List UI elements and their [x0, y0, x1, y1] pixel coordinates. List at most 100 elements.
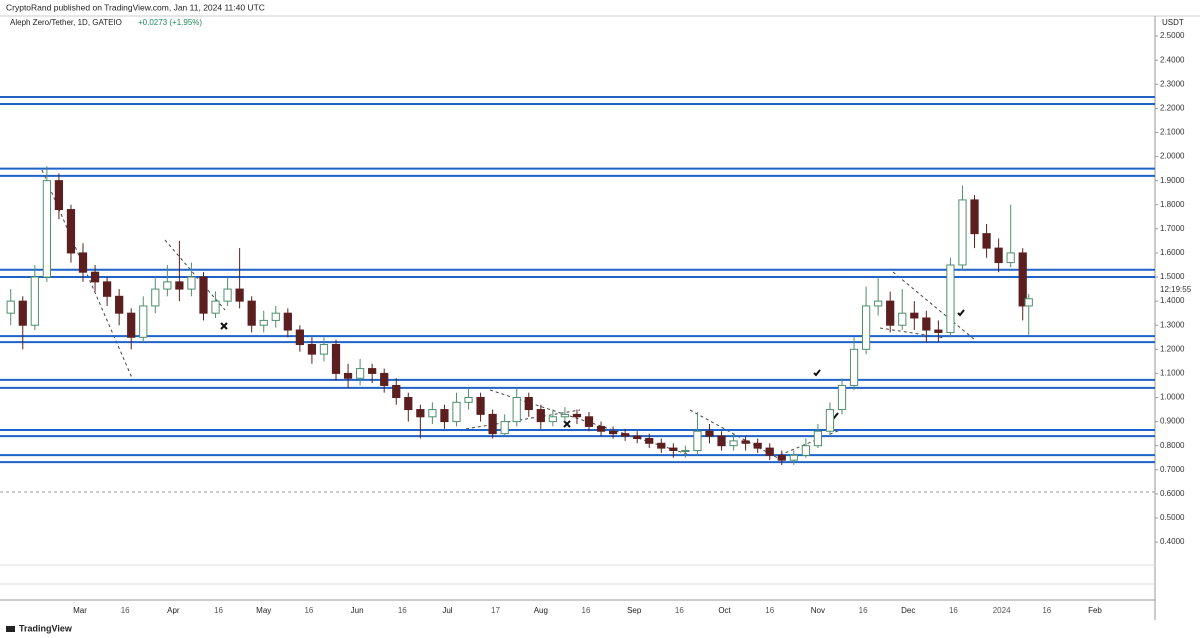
candle-body — [777, 454, 786, 461]
candle-body — [66, 209, 76, 254]
y-tick-label: 1.1000 — [1160, 369, 1185, 378]
candle-body — [151, 288, 160, 307]
x-tick-label: 16 — [121, 606, 130, 615]
y-tick-label: 1.0000 — [1160, 393, 1185, 402]
candle-body — [596, 425, 606, 432]
candle-body — [139, 305, 148, 338]
candle-body — [500, 421, 509, 435]
candle-body — [717, 435, 726, 447]
y-tick-label: 1.3000 — [1160, 320, 1185, 329]
y-tick-label: 1.9000 — [1160, 176, 1185, 185]
candle-body — [970, 199, 979, 235]
candle-body — [633, 435, 642, 439]
y-tick-label: 2.3000 — [1160, 79, 1185, 88]
candle-body — [669, 447, 678, 452]
x-tick-label: 17 — [491, 606, 500, 615]
candle-body — [1024, 298, 1033, 307]
y-tick-label: 0.4000 — [1160, 537, 1185, 546]
candle-body — [223, 288, 232, 302]
x-tick-label: Sep — [627, 606, 642, 615]
candle-body — [934, 329, 943, 333]
y-tick-label: 2.1000 — [1160, 128, 1185, 137]
x-tick-label: Aug — [534, 606, 548, 615]
candle-body — [440, 409, 449, 423]
candle-body — [476, 397, 485, 415]
x-tick-label: 16 — [304, 606, 313, 615]
candle-body — [259, 319, 268, 326]
x-tick-label: Jun — [351, 606, 364, 615]
candle-body — [319, 343, 329, 355]
candle-body — [355, 368, 365, 379]
candle-body — [1006, 252, 1015, 264]
candle-body — [681, 450, 690, 453]
candle-body — [428, 409, 437, 418]
candle-body — [380, 372, 389, 386]
candle-body — [368, 368, 377, 374]
candle-body — [187, 276, 196, 290]
candle-body — [452, 401, 461, 423]
y-tick-label: 1.6000 — [1160, 248, 1185, 257]
candle-body — [295, 329, 304, 345]
y-tick-label: 2.5000 — [1160, 31, 1185, 40]
candle-body — [247, 300, 256, 326]
x-tick-label: 16 — [949, 606, 958, 615]
y-axis-label: USDT — [1162, 18, 1184, 27]
x-tick-label: Nov — [811, 606, 825, 615]
y-tick-label: 1.2000 — [1160, 344, 1185, 353]
candle-body — [657, 442, 666, 449]
candle-body — [886, 300, 895, 326]
countdown: 12:19:55 — [1160, 285, 1192, 294]
candle-body — [512, 397, 521, 423]
candle-body — [163, 281, 172, 290]
candle-body — [464, 397, 473, 403]
candle-body — [584, 416, 594, 427]
x-tick-label: 16 — [765, 606, 774, 615]
candle-body — [392, 384, 401, 399]
candle-body — [849, 348, 859, 386]
x-tick-label: 16 — [859, 606, 868, 615]
candle-body — [958, 199, 967, 266]
check-marker — [957, 309, 965, 317]
symbol-title: Aleph Zero/Tether, 1D, GATEIO — [10, 18, 122, 27]
candle-body — [753, 442, 762, 449]
candle-body — [741, 440, 750, 444]
x-tick-label: Feb — [1088, 606, 1102, 615]
candle-body — [621, 433, 630, 437]
candle-body — [813, 430, 823, 447]
candle-body — [307, 343, 317, 355]
x-marker — [563, 420, 571, 428]
y-tick-label: 1.8000 — [1160, 200, 1185, 209]
candle-body — [54, 180, 64, 211]
candle-body — [548, 416, 557, 423]
candle-body — [874, 300, 883, 307]
trendline — [489, 389, 691, 456]
candles — [6, 166, 1033, 465]
x-tick-label: 16 — [675, 606, 684, 615]
candle-body — [127, 312, 136, 338]
candle-body — [18, 300, 27, 326]
candle-body — [488, 413, 497, 435]
candle-body — [283, 312, 292, 331]
x-tick-label: 16 — [398, 606, 407, 615]
y-tick-label: 1.7000 — [1160, 224, 1185, 233]
candle-body — [910, 312, 919, 319]
x-tick-label: 2024 — [993, 606, 1011, 615]
candle-body — [994, 247, 1003, 264]
candle-body — [898, 312, 907, 326]
candle-body — [6, 300, 15, 314]
candle-body — [837, 384, 847, 411]
change-label: +0.0273 (+1.95%) — [138, 18, 202, 27]
y-tick-label: 2.0000 — [1160, 152, 1185, 161]
candle-body — [946, 264, 955, 333]
y-tick-label: 0.5000 — [1160, 513, 1185, 522]
candle-body — [789, 454, 798, 461]
candle-body — [115, 295, 124, 314]
candle-body — [102, 281, 112, 297]
candle-body — [861, 305, 871, 350]
candle-body — [30, 276, 39, 326]
candle-body — [90, 271, 100, 283]
y-tick-label: 0.8000 — [1160, 441, 1185, 450]
candle-body — [211, 300, 220, 314]
check-marker — [813, 369, 821, 377]
